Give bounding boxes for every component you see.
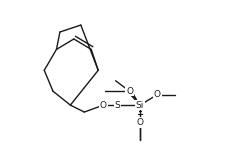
Text: S: S: [114, 101, 120, 110]
Text: O: O: [99, 101, 106, 110]
Text: O: O: [136, 118, 143, 127]
Polygon shape: [127, 90, 139, 105]
Text: O: O: [153, 90, 160, 99]
Text: Si: Si: [135, 101, 144, 110]
Text: O: O: [126, 87, 133, 96]
